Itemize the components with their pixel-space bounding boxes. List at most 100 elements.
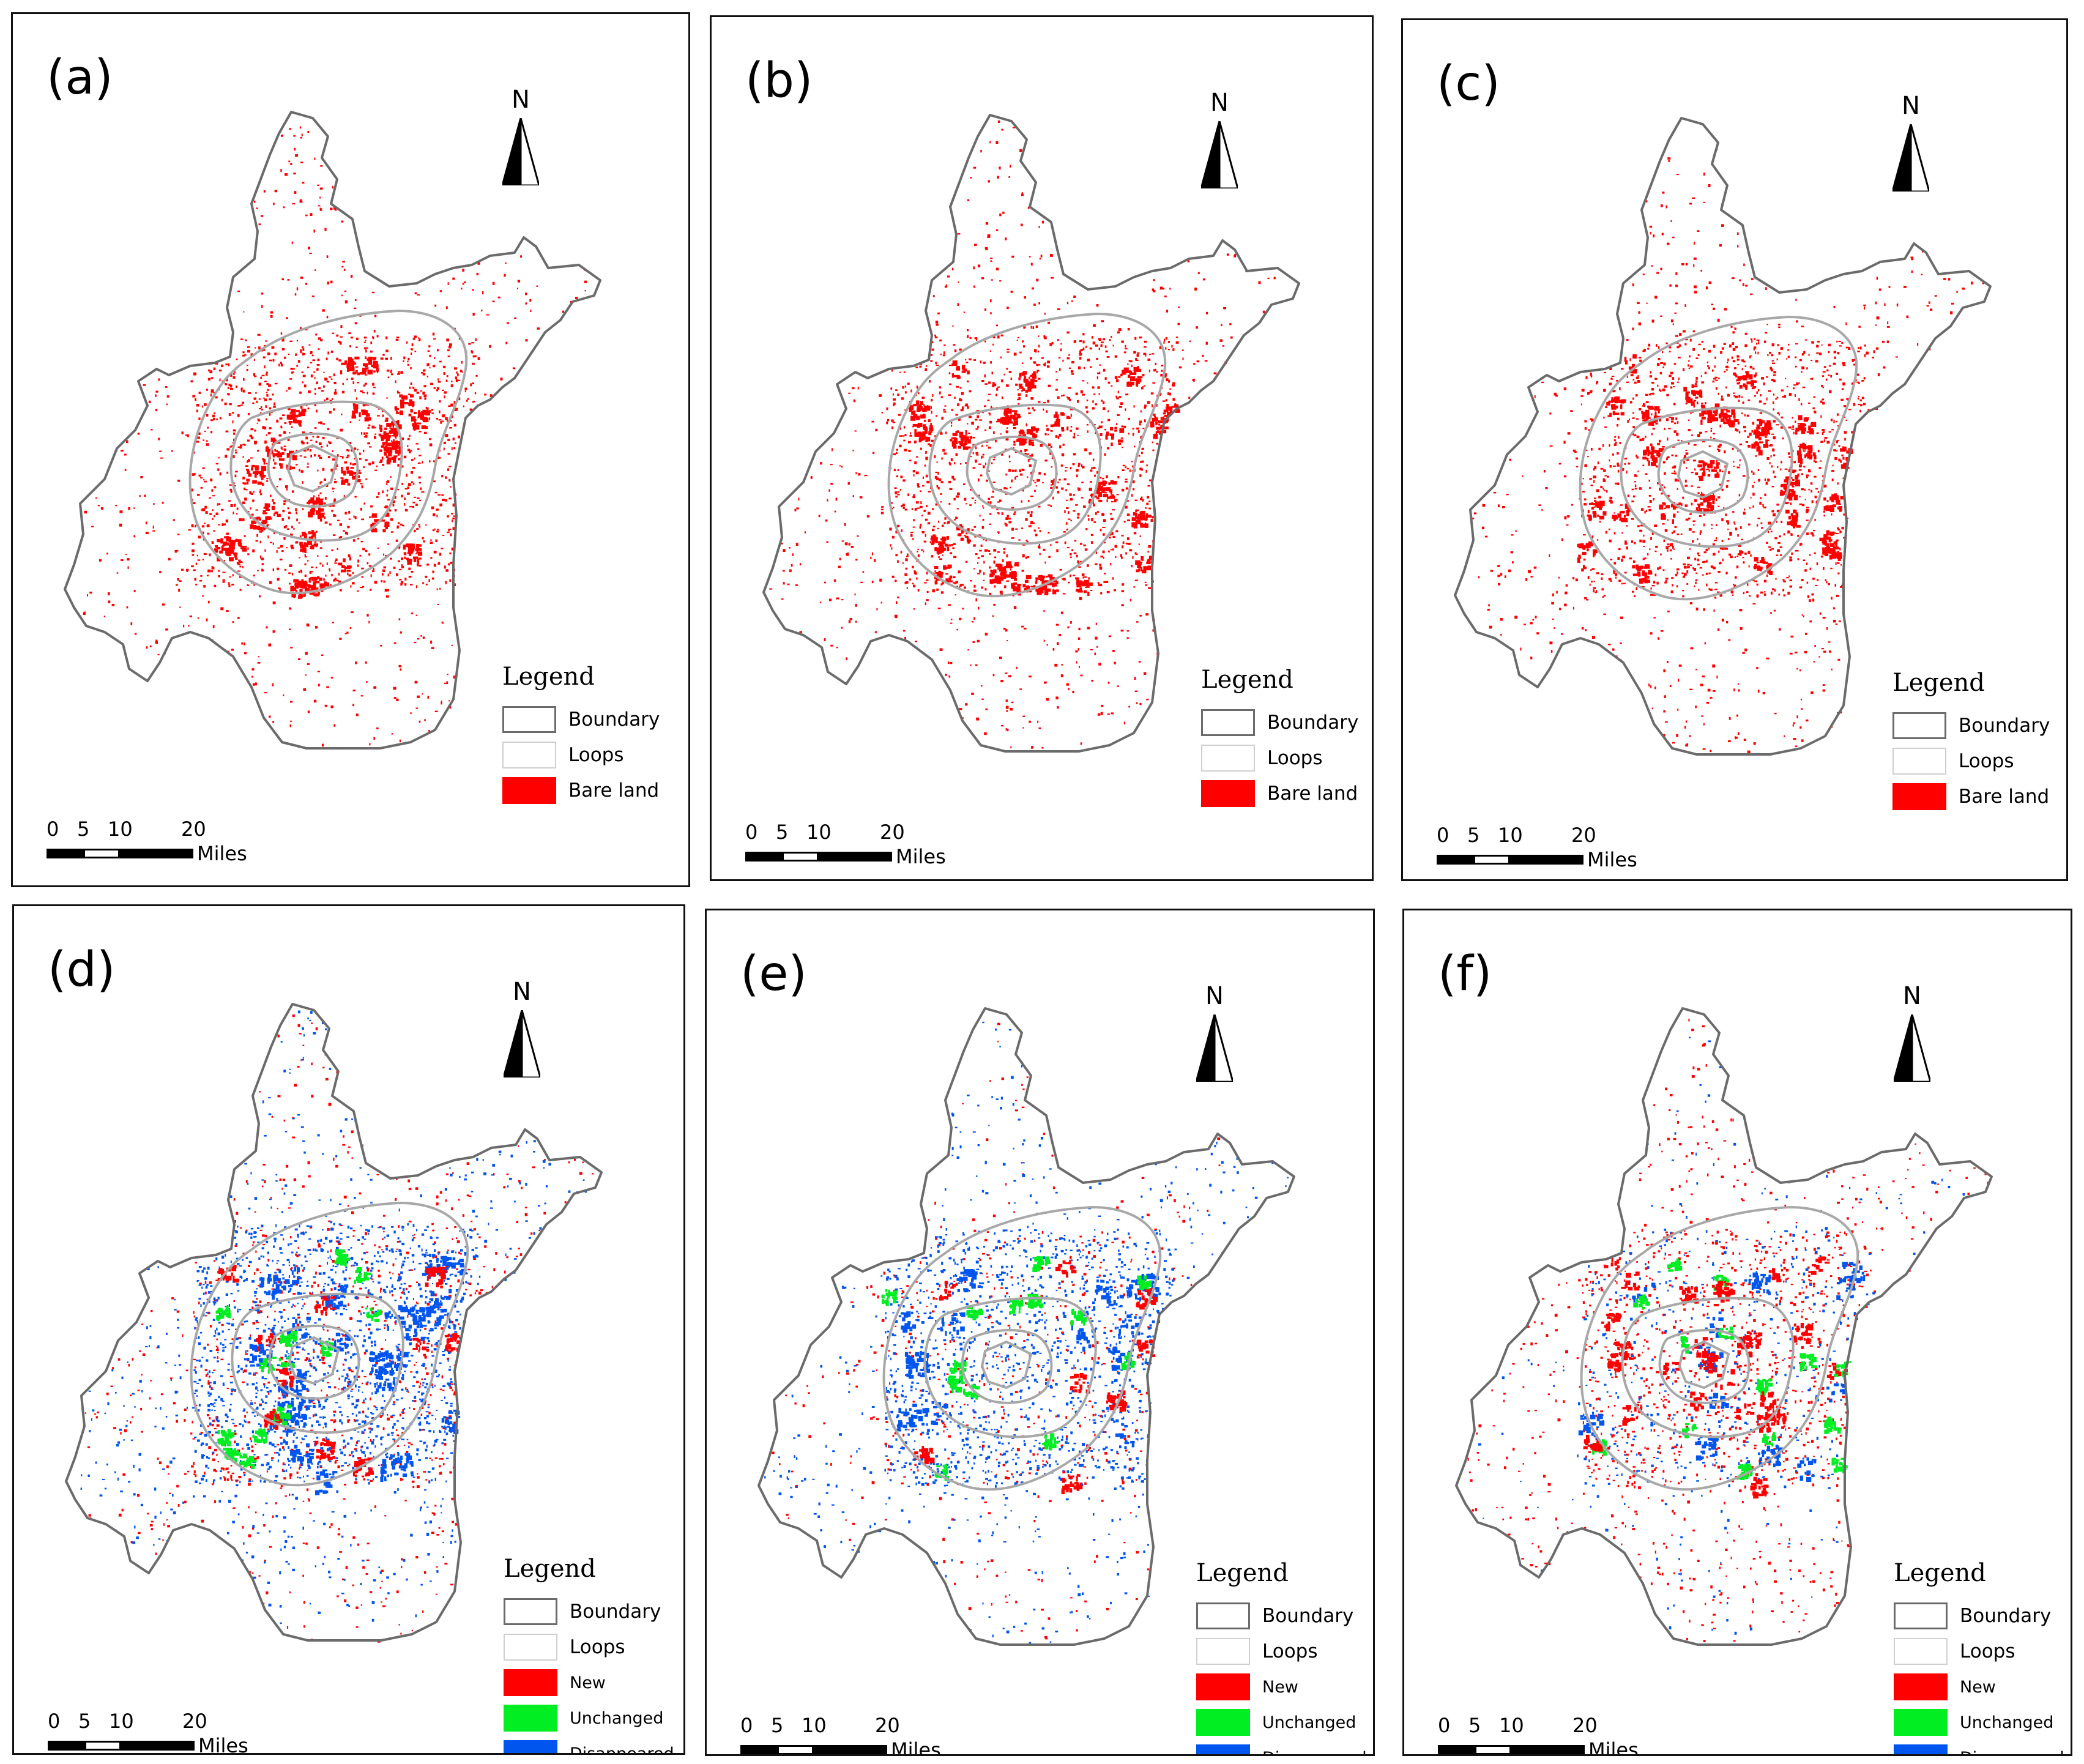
legend-item-boundary: Boundary bbox=[1892, 708, 2050, 743]
inner-loop bbox=[966, 436, 1058, 511]
scale-seg-1 bbox=[740, 1745, 777, 1754]
legend-item-new: New bbox=[504, 1665, 674, 1700]
scale-bar: 0 5 10 20 Miles bbox=[1438, 1714, 1732, 1756]
north-label: N bbox=[513, 978, 531, 1006]
legend-swatch-boundary bbox=[504, 1598, 557, 1625]
scale-tick-0: 0 bbox=[740, 1714, 753, 1737]
scale-tick-0: 0 bbox=[745, 821, 758, 844]
panel-label: (b) bbox=[745, 53, 813, 108]
scale-seg-1 bbox=[1438, 1745, 1475, 1754]
scale-tick-20: 20 bbox=[1571, 824, 1596, 847]
scale-bar-graphic: Miles bbox=[1437, 850, 1637, 869]
legend-item-loops: Loops bbox=[504, 1629, 674, 1665]
scale-tick-10: 10 bbox=[1499, 1714, 1524, 1737]
north-arrow: N bbox=[1888, 984, 1937, 1088]
outer-loop bbox=[1580, 1205, 1859, 1491]
scale-seg-3 bbox=[814, 1745, 887, 1754]
city-map bbox=[1454, 117, 1992, 756]
scale-seg-1 bbox=[1437, 855, 1473, 865]
legend-title: Legend bbox=[504, 1555, 596, 1583]
scale-tick-10: 10 bbox=[108, 817, 133, 841]
legend-item-unchanged: Unchanged bbox=[504, 1700, 674, 1736]
scale-tick-20: 20 bbox=[875, 1714, 900, 1737]
scale-tick-10: 10 bbox=[802, 1714, 827, 1737]
legend-swatch-disappeared bbox=[504, 1740, 557, 1753]
middle-loop bbox=[231, 1292, 404, 1434]
scale-bar-graphic: Miles bbox=[1438, 1738, 1639, 1756]
legend-label-loops: Loops bbox=[570, 1636, 625, 1658]
panel-label: (f) bbox=[1438, 947, 1492, 1002]
legend-swatch-new bbox=[1894, 1673, 1948, 1700]
legend-swatch-unchanged bbox=[1894, 1709, 1948, 1736]
scale-tick-20: 20 bbox=[880, 821, 905, 844]
legend-item-loops: Loops bbox=[1196, 1634, 1367, 1669]
outer-loop bbox=[887, 312, 1167, 598]
scale-tick-0: 0 bbox=[47, 817, 59, 841]
scale-tick-5: 5 bbox=[1467, 824, 1480, 847]
legend-swatch-boundary bbox=[502, 706, 556, 733]
scale-bar: 0 5 10 20 Miles bbox=[740, 1714, 1034, 1754]
legend-rows: Boundary Loops New Unchanged Disappeared bbox=[1894, 1598, 2064, 1755]
legend-swatch-bare-land bbox=[502, 777, 556, 804]
land-cover-dots bbox=[80, 1010, 594, 1643]
city-boundary bbox=[757, 1007, 1295, 1646]
scale-seg-2 bbox=[84, 1741, 121, 1751]
legend-label-boundary: Boundary bbox=[568, 709, 660, 731]
legend-item-bare-land: Bare land bbox=[1201, 776, 1358, 811]
legend-label-boundary: Boundary bbox=[1262, 1605, 1354, 1627]
legend-title: Legend bbox=[1892, 669, 1985, 697]
legend-label-boundary: Boundary bbox=[1267, 712, 1359, 734]
panel-label: (c) bbox=[1437, 56, 1500, 111]
legend-swatch-unchanged bbox=[504, 1705, 557, 1732]
scale-seg-1 bbox=[745, 852, 782, 862]
legend-item-boundary: Boundary bbox=[1201, 705, 1358, 740]
north-arrow-icon bbox=[1894, 1014, 1930, 1082]
legend-label-bare-land: Bare land bbox=[1959, 786, 2050, 808]
city-boundary bbox=[1455, 1007, 1993, 1646]
north-label: N bbox=[1205, 982, 1224, 1010]
scale-tick-20: 20 bbox=[182, 1710, 207, 1733]
legend-label-loops: Loops bbox=[1267, 747, 1323, 769]
legend-label-boundary: Boundary bbox=[1960, 1605, 2052, 1627]
legend-item-unchanged: Unchanged bbox=[1196, 1705, 1367, 1740]
legend-swatch-boundary bbox=[1892, 712, 1946, 739]
scale-bar-graphic: Miles bbox=[745, 847, 946, 866]
scale-seg-1 bbox=[47, 849, 83, 858]
ring-road-loops bbox=[1580, 1205, 1859, 1491]
map-panel-a: (a) N Legend Boundary Loops Bare land 0 5 … bbox=[11, 12, 690, 887]
scale-seg-3 bbox=[1511, 1745, 1585, 1754]
scale-seg-2 bbox=[777, 1745, 814, 1754]
legend-label-disappeared: Disappeared bbox=[1960, 1749, 2064, 1755]
legend-rows: Boundary Loops Bare land bbox=[1892, 708, 2050, 814]
legend: Legend Boundary Loops Bare land bbox=[1201, 666, 1358, 811]
scale-unit: Miles bbox=[1587, 848, 1637, 871]
city-boundary bbox=[762, 114, 1300, 753]
legend-label-new: New bbox=[1960, 1677, 1996, 1697]
scale-bar-graphic: Miles bbox=[48, 1736, 248, 1753]
land-cover-dots bbox=[764, 1021, 1289, 1645]
legend-item-loops: Loops bbox=[1201, 740, 1358, 776]
legend-item-bare-land: Bare land bbox=[502, 773, 660, 808]
legend-swatch-boundary bbox=[1894, 1602, 1948, 1629]
legend-item-boundary: Boundary bbox=[504, 1594, 674, 1629]
middle-loop bbox=[928, 403, 1102, 545]
city-map bbox=[762, 114, 1300, 753]
legend-label-boundary: Boundary bbox=[570, 1601, 661, 1623]
legend-swatch-disappeared bbox=[1196, 1744, 1250, 1754]
scale-unit: Miles bbox=[896, 845, 946, 868]
inner-core-loop bbox=[286, 444, 339, 493]
map-panel-e: (e) N Legend Boundary Loops New Unchanged Di… bbox=[705, 909, 1375, 1756]
scale-seg-3 bbox=[120, 849, 193, 858]
scale-unit: Miles bbox=[1588, 1738, 1639, 1756]
land-cover-dots bbox=[769, 120, 1276, 749]
legend-label-loops: Loops bbox=[568, 744, 624, 766]
legend-item-loops: Loops bbox=[1892, 743, 2050, 779]
scale-bar: 0 5 10 20 Miles bbox=[1437, 825, 1730, 874]
inner-core-loop bbox=[1678, 1340, 1730, 1390]
panel-label: (d) bbox=[48, 942, 116, 997]
scale-tick-20: 20 bbox=[1572, 1714, 1598, 1737]
north-arrow-icon bbox=[1201, 121, 1238, 188]
legend: Legend Boundary Loops Bare land bbox=[502, 663, 660, 808]
legend-label-loops: Loops bbox=[1959, 750, 2014, 772]
north-arrow-icon bbox=[1196, 1014, 1233, 1082]
